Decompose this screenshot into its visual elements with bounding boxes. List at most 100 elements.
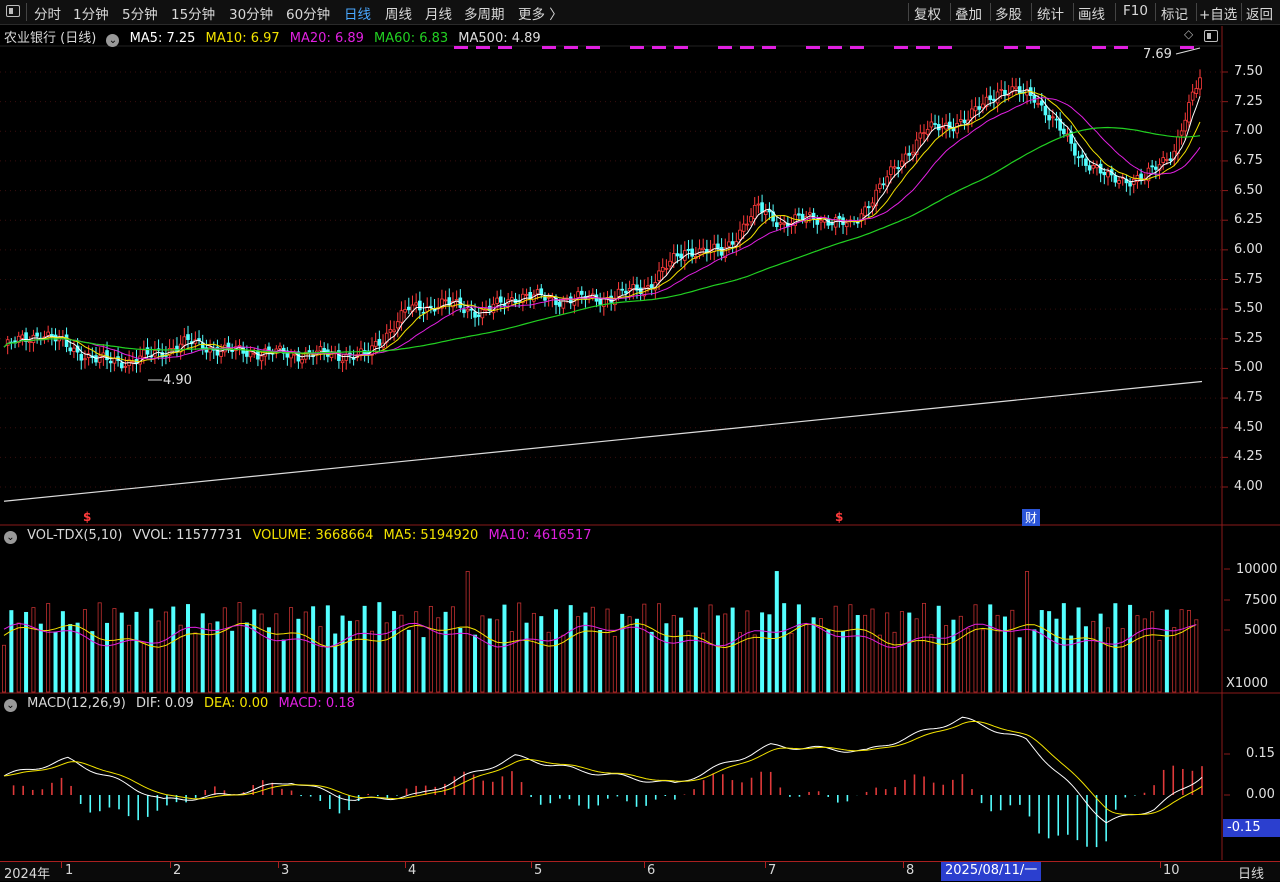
price-tick: 6.75	[1234, 153, 1263, 168]
collapse-icon[interactable]: ⌄	[4, 531, 17, 544]
price-tick: 7.00	[1234, 123, 1263, 138]
signal-dots	[1180, 46, 1194, 49]
divider	[1031, 3, 1032, 21]
candle-up	[1198, 77, 1202, 90]
volume-bar-up	[877, 634, 882, 693]
window-menu-icon[interactable]	[6, 5, 20, 17]
volume-bar-up	[495, 619, 500, 693]
volume-bar-down	[473, 634, 478, 693]
volume-bar-up	[833, 605, 838, 693]
volume-bar-up	[318, 626, 323, 693]
volume-bar-down	[362, 605, 367, 693]
overlay-button[interactable]: 叠加	[955, 7, 982, 23]
diamond-icon[interactable]: ◇	[1184, 27, 1194, 41]
fuquan-button[interactable]: 复权	[914, 7, 941, 23]
volume-tick: 5000	[1244, 623, 1278, 638]
volume-bar-down	[760, 612, 765, 693]
candle-down	[528, 292, 533, 300]
candle-up	[1051, 116, 1055, 119]
volume-bar-down	[60, 611, 65, 693]
month-tick	[531, 862, 532, 868]
candle-up	[1091, 165, 1096, 169]
candle-down	[837, 215, 842, 219]
volume-bar-down	[1002, 616, 1007, 693]
period-tab-timeshare[interactable]: 分时	[34, 7, 61, 23]
volume-bar-down	[1164, 609, 1169, 693]
ma5-value: MA5: 7.25	[129, 31, 196, 46]
signal-dots	[806, 46, 820, 49]
candle-down	[418, 300, 422, 311]
candle-down	[377, 339, 382, 346]
multi-stock-button[interactable]: 多股	[995, 7, 1022, 23]
volume-bar-down	[767, 614, 772, 693]
volume-bar-up	[1179, 609, 1184, 693]
divider	[1115, 3, 1116, 21]
divider	[1155, 3, 1156, 21]
period-tab-multi[interactable]: 多周期	[464, 7, 505, 23]
volume-bar-down	[649, 631, 654, 693]
volume-bar-down	[487, 618, 492, 693]
volume-bar-up	[738, 632, 743, 693]
volume-bar-up	[1157, 639, 1162, 693]
volume-bar-down	[296, 618, 301, 693]
f10-button[interactable]: F10	[1123, 3, 1148, 19]
period-tab-monthly[interactable]: 月线	[425, 7, 452, 23]
period-tab-60min[interactable]: 60分钟	[286, 7, 331, 23]
candle-down	[1039, 100, 1044, 106]
add-watchlist-button[interactable]: +自选	[1199, 7, 1238, 23]
volume-bar-down	[266, 627, 271, 693]
volume-bar-down	[1039, 610, 1044, 693]
candle-up	[723, 247, 728, 259]
ma20-value: MA20: 6.89	[289, 31, 364, 46]
volume-bar-down	[826, 629, 831, 693]
macd-current-value: -0.15	[1223, 819, 1280, 837]
period-tab-daily[interactable]: 日线	[344, 7, 371, 23]
candle-down	[498, 296, 503, 303]
period-tab-weekly[interactable]: 周线	[385, 7, 412, 23]
candle-up	[984, 96, 989, 107]
candle-down	[1150, 165, 1154, 168]
volume-bar-up	[163, 611, 168, 693]
volume-bar-down	[1083, 626, 1088, 693]
candle-up	[259, 355, 264, 362]
volume-bar-up	[561, 634, 566, 693]
collapse-icon[interactable]: ⌄	[4, 699, 17, 712]
candle-up	[668, 260, 672, 267]
period-tab-more[interactable]: 更多 〉	[518, 7, 563, 23]
period-tab-1min[interactable]: 1分钟	[73, 7, 109, 23]
candle-up	[657, 270, 661, 281]
month-label: 5	[534, 863, 543, 878]
candle-up	[414, 302, 418, 306]
volume-bar-down	[38, 623, 43, 693]
candle-down	[881, 183, 886, 186]
period-tab-5min[interactable]: 5分钟	[122, 7, 158, 23]
panel-toggle-icon[interactable]	[1204, 30, 1218, 42]
month-tick	[278, 862, 279, 868]
time-axis: 2024年 1 2 3 4 5 6 7 8 2025/08/11/一 10 日线	[0, 861, 1280, 882]
volume-bar-up	[127, 624, 132, 693]
volume-bar-up	[193, 632, 198, 693]
back-button[interactable]: 返回	[1246, 7, 1273, 23]
divider	[1073, 3, 1074, 21]
dif-value: DIF: 0.09	[136, 696, 194, 711]
volume-bar-up	[31, 607, 36, 693]
mark-button[interactable]: 标记	[1161, 7, 1188, 23]
price-tick: 4.25	[1234, 449, 1263, 464]
draw-line-button[interactable]: 画线	[1078, 7, 1105, 23]
volume-bar-up	[892, 631, 897, 693]
candle-up	[292, 353, 297, 356]
candle-down	[675, 253, 680, 257]
signal-marker[interactable]: $	[83, 510, 92, 524]
year-label: 2024年	[4, 867, 51, 882]
collapse-icon[interactable]: ⌄	[106, 34, 120, 47]
statistics-button[interactable]: 统计	[1037, 7, 1064, 23]
candle-down	[962, 119, 967, 124]
period-tab-30min[interactable]: 30分钟	[229, 7, 274, 23]
candle-up	[20, 334, 25, 339]
candle-up	[208, 347, 212, 353]
period-tab-15min[interactable]: 15分钟	[171, 7, 216, 23]
signal-marker[interactable]: $	[835, 510, 844, 524]
candle-up	[399, 310, 404, 323]
financial-report-badge[interactable]: 财	[1022, 509, 1041, 526]
